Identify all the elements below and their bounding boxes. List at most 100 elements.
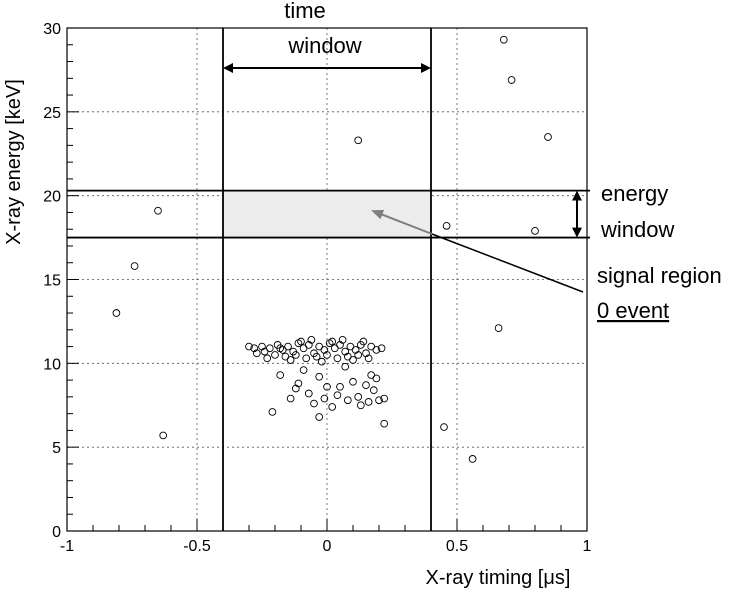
time-window-label-line2: window	[287, 33, 361, 58]
signal-region-arrow	[371, 209, 433, 235]
data-point	[252, 349, 261, 358]
data-point	[367, 371, 376, 379]
x-tick-label: 1	[583, 538, 592, 555]
data-point	[349, 377, 357, 386]
data-point	[258, 342, 266, 351]
x-tick-label: 0.5	[446, 538, 468, 555]
data-point	[351, 346, 360, 354]
data-point	[294, 379, 303, 388]
data-point	[271, 351, 279, 359]
energy-window-label-line2: window	[600, 217, 674, 242]
data-point	[356, 401, 365, 410]
data-point	[531, 227, 539, 235]
signal-region-annotation: signal region 0 event	[371, 209, 722, 323]
x-tick-label: -1	[60, 538, 74, 555]
data-point	[320, 346, 329, 354]
data-point	[130, 262, 139, 270]
data-point	[380, 394, 389, 403]
data-point	[297, 337, 305, 346]
y-tick-label: 5	[52, 440, 61, 457]
signal-region-label: signal region	[597, 263, 722, 288]
data-point	[323, 351, 331, 359]
data-point	[304, 341, 313, 349]
data-point	[302, 354, 311, 363]
data-point	[375, 396, 383, 405]
data-point	[159, 431, 168, 440]
data-point	[317, 357, 326, 366]
y-axis-title: X-ray energy [keV]	[3, 79, 25, 245]
data-point	[286, 394, 295, 403]
data-point	[312, 352, 321, 361]
data-point	[349, 356, 357, 364]
data-point	[341, 347, 350, 356]
data-point	[260, 347, 269, 356]
data-point	[276, 344, 285, 353]
data-point	[377, 344, 386, 353]
x-tick-label: -0.5	[183, 538, 211, 555]
data-point	[364, 398, 373, 406]
data-point	[354, 351, 363, 359]
event-count-label: 0 event	[597, 298, 669, 323]
data-point	[468, 455, 477, 463]
data-point	[369, 386, 378, 395]
data-point	[354, 136, 363, 145]
data-point	[299, 366, 308, 374]
y-tick-label: 10	[43, 356, 61, 373]
x-axis-title: X-ray timing [μs]	[426, 567, 571, 589]
data-point	[499, 35, 508, 44]
data-point	[440, 423, 448, 431]
data-point	[494, 324, 503, 332]
data-point	[333, 354, 342, 363]
signal-region-box	[223, 190, 431, 238]
data-point	[315, 413, 324, 421]
energy-window-label-line1: energy	[601, 181, 668, 206]
y-tick-label: 15	[43, 273, 61, 290]
time-window-label-line1: time	[284, 0, 326, 23]
data-point	[333, 391, 342, 400]
x-tick-label: 0	[323, 538, 332, 555]
data-point	[336, 382, 344, 391]
energy-window-annotation: energy window	[572, 181, 674, 242]
signal-region-pointer	[431, 233, 584, 293]
data-point	[323, 382, 331, 391]
data-point	[310, 399, 318, 408]
data-point	[276, 371, 285, 379]
data-point	[263, 354, 272, 363]
data-point	[307, 336, 316, 344]
data-point	[336, 341, 344, 349]
data-point	[320, 394, 329, 403]
y-tick-label: 30	[43, 21, 61, 38]
data-point	[354, 393, 363, 401]
y-tick-label: 20	[43, 189, 61, 206]
data-point	[507, 76, 516, 84]
data-point	[286, 356, 295, 364]
data-point	[291, 384, 300, 393]
data-point	[380, 419, 389, 428]
data-point	[362, 381, 370, 389]
time-window-annotation: time window	[223, 0, 431, 73]
data-point	[328, 337, 337, 346]
scatter-points	[112, 35, 552, 463]
data-point	[315, 372, 324, 381]
data-point	[250, 344, 259, 353]
data-point	[544, 133, 552, 141]
data-point	[284, 342, 292, 351]
data-point	[372, 346, 381, 354]
data-point	[112, 309, 121, 317]
data-point	[328, 403, 337, 411]
data-point	[364, 354, 373, 363]
data-point	[291, 351, 300, 359]
data-point	[341, 362, 350, 371]
data-point	[343, 396, 352, 405]
data-point	[154, 206, 162, 215]
data-point	[245, 342, 253, 351]
data-point	[338, 336, 347, 344]
data-point	[268, 408, 277, 416]
data-point	[359, 337, 368, 346]
data-point	[304, 389, 313, 398]
axis-ticks	[66, 27, 588, 532]
y-tick-label: 0	[52, 524, 61, 541]
data-point	[362, 349, 370, 358]
